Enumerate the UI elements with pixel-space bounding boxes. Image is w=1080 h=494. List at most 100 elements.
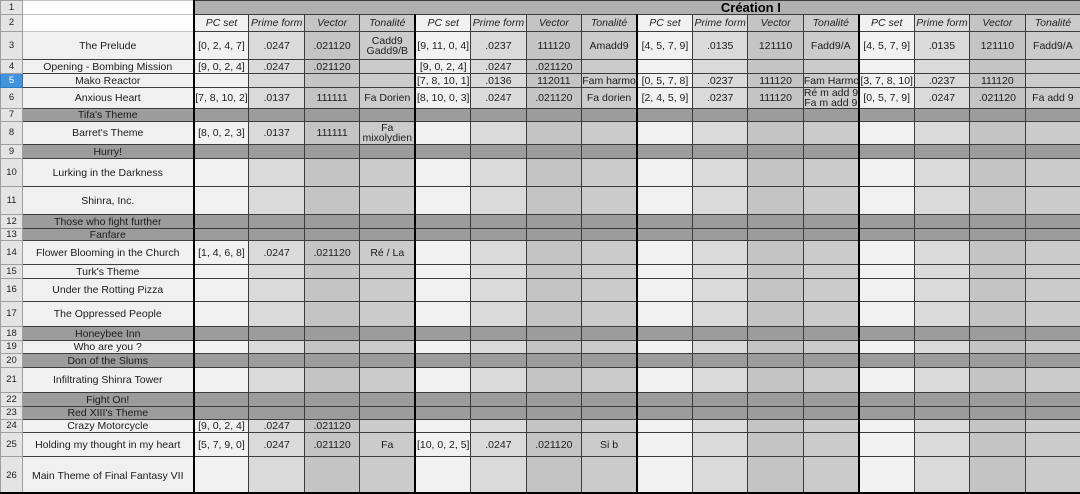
cell-r26c2[interactable]	[248, 456, 305, 494]
cell-r3c14[interactable]: .0135	[913, 31, 971, 60]
cell-r15c5[interactable]	[414, 264, 472, 279]
cell-r16c12[interactable]	[802, 278, 860, 302]
cell-r24c13[interactable]	[857, 419, 915, 433]
cell-r8c3[interactable]: 111111	[303, 121, 361, 145]
cell-r10c11[interactable]	[747, 158, 804, 187]
cell-r21c13[interactable]	[857, 367, 915, 393]
cell-r13c12[interactable]	[802, 228, 860, 241]
cell-r25c12[interactable]	[802, 432, 860, 457]
cell-r18c8[interactable]	[581, 326, 638, 341]
sheet-title[interactable]: Création I	[192, 0, 1080, 15]
cell-r9c9[interactable]	[635, 144, 693, 159]
cell-r3c11[interactable]: 121110	[747, 31, 804, 60]
cell-r18c11[interactable]	[747, 326, 804, 341]
cell-r8c12[interactable]	[802, 121, 860, 145]
cell-r6c14[interactable]: .0247	[913, 87, 971, 109]
cell-r11c13[interactable]	[857, 186, 915, 215]
cell-r19c3[interactable]	[303, 340, 361, 354]
cell-r24c5[interactable]	[414, 419, 472, 433]
cell-r4c4[interactable]	[359, 59, 416, 74]
cell-r10c3[interactable]	[303, 158, 361, 187]
cell-r17c3[interactable]	[303, 301, 361, 327]
cell-r9c2[interactable]	[248, 144, 305, 159]
row-header-20[interactable]: 20	[0, 353, 23, 368]
cell-r4c9[interactable]	[635, 59, 693, 74]
cell-r19c6[interactable]	[470, 340, 527, 354]
cell-r16c11[interactable]	[747, 278, 804, 302]
cell-r18c7[interactable]	[525, 326, 583, 341]
cell-r15c13[interactable]	[857, 264, 915, 279]
row-header-5[interactable]: 5	[0, 73, 23, 88]
column-header-pc-set-1[interactable]: PC set	[192, 14, 250, 32]
cell-r8c10[interactable]	[691, 121, 749, 145]
cell-r25c10[interactable]	[691, 432, 749, 457]
cell-r26c16[interactable]	[1024, 456, 1080, 494]
cell-r11c8[interactable]	[581, 186, 638, 215]
cell-r23c12[interactable]	[802, 406, 860, 420]
cell-r20c11[interactable]	[747, 353, 804, 368]
cell-r8c6[interactable]	[470, 121, 527, 145]
cell-r26c4[interactable]	[359, 456, 416, 494]
cell-r18c10[interactable]	[691, 326, 749, 341]
cell-r24c3[interactable]: .021120	[303, 419, 361, 433]
cell-r14c16[interactable]	[1024, 240, 1080, 265]
cell-r8c1[interactable]: [8, 0, 2, 3]	[192, 121, 250, 145]
cell-r17c1[interactable]	[192, 301, 250, 327]
cell-r24c10[interactable]	[691, 419, 749, 433]
cell-r5c3[interactable]	[303, 73, 361, 88]
cell-r21c7[interactable]	[525, 367, 583, 393]
row-header-10[interactable]: 10	[0, 158, 23, 187]
cell-r7c7[interactable]	[525, 108, 583, 122]
cell-r7c4[interactable]	[359, 108, 416, 122]
cell-r19c1[interactable]	[192, 340, 250, 354]
cell-r26c11[interactable]	[747, 456, 804, 494]
cell-r19c13[interactable]	[857, 340, 915, 354]
cell-r21c16[interactable]	[1024, 367, 1080, 393]
cell-r22c9[interactable]	[635, 392, 693, 407]
cell-r20c12[interactable]	[802, 353, 860, 368]
cell-r16c3[interactable]	[303, 278, 361, 302]
cell-r11c7[interactable]	[525, 186, 583, 215]
cell-r7c6[interactable]	[470, 108, 527, 122]
cell-r21c9[interactable]	[635, 367, 693, 393]
cell-r7c8[interactable]	[581, 108, 638, 122]
cell-r17c10[interactable]	[691, 301, 749, 327]
cell-r23c2[interactable]	[248, 406, 305, 420]
song-title-cell[interactable]: Lurking in the Darkness	[22, 158, 194, 187]
cell-r21c11[interactable]	[747, 367, 804, 393]
column-header-prime-form-3[interactable]: Prime form	[691, 14, 749, 32]
cell-r24c6[interactable]	[470, 419, 527, 433]
cell-r6c7[interactable]: .021120	[525, 87, 583, 109]
cell-r15c12[interactable]	[802, 264, 860, 279]
cell-r3c12[interactable]: Fadd9/A	[802, 31, 860, 60]
cell-r13c7[interactable]	[525, 228, 583, 241]
song-title-cell[interactable]: Main Theme of Final Fantasy VII	[22, 456, 194, 494]
cell-r23c4[interactable]	[359, 406, 416, 420]
cell-r8c8[interactable]	[581, 121, 638, 145]
cell-r5c5[interactable]: [7, 8, 10, 1]	[414, 73, 472, 88]
cell-r12c8[interactable]	[581, 214, 638, 229]
cell-r5c12[interactable]: Fam Harmo	[802, 73, 860, 88]
cell-r26c9[interactable]	[635, 456, 693, 494]
cell-r7c12[interactable]	[802, 108, 860, 122]
cell-r6c6[interactable]: .0247	[470, 87, 527, 109]
cell-r10c15[interactable]	[969, 158, 1026, 187]
cell-r12c6[interactable]	[470, 214, 527, 229]
cell-r15c4[interactable]	[359, 264, 416, 279]
cell-r9c14[interactable]	[913, 144, 971, 159]
cell-r26c7[interactable]	[525, 456, 583, 494]
cell-r23c1[interactable]	[192, 406, 250, 420]
row-header-6[interactable]: 6	[0, 87, 23, 109]
cell-r18c15[interactable]	[969, 326, 1026, 341]
cell-r14c10[interactable]	[691, 240, 749, 265]
cell-r13c6[interactable]	[470, 228, 527, 241]
cell-r4c12[interactable]	[802, 59, 860, 74]
cell-r17c15[interactable]	[969, 301, 1026, 327]
cell-r20c15[interactable]	[969, 353, 1026, 368]
cell-r10c1[interactable]	[192, 158, 250, 187]
cell-r8c5[interactable]	[414, 121, 472, 145]
cell-r9c4[interactable]	[359, 144, 416, 159]
cell-r3c3[interactable]: .021120	[303, 31, 361, 60]
cell-r9c12[interactable]	[802, 144, 860, 159]
row-header-25[interactable]: 25	[0, 432, 23, 457]
